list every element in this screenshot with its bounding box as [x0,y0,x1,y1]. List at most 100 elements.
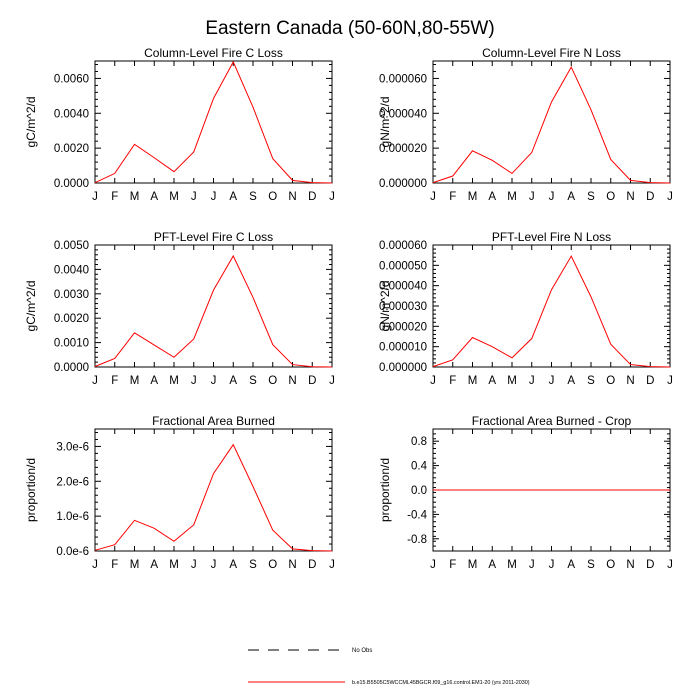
x-tick-label: O [606,375,615,387]
series-line [94,443,333,552]
x-tick-label: A [488,375,496,387]
x-tick-label: A [567,375,575,387]
panel-title: Fractional Area Burned - Crop [472,414,632,428]
y-tick-label: 0.0040 [54,264,89,276]
x-tick-label: J [191,559,197,571]
x-tick-label: J [549,559,555,571]
x-tick-label: J [191,375,197,387]
x-tick-label: J [329,375,335,387]
x-tick-label: M [468,559,478,571]
y-tick-label: 0.000020 [379,143,427,155]
x-tick-label: M [169,375,179,387]
y-tick-label: 0.0040 [54,108,89,120]
x-tick-label: F [449,191,456,203]
plot-frame [94,244,333,368]
series-line [432,66,671,184]
y-tick-label: 0.000000 [379,178,427,190]
panel-title: PFT-Level Fire N Loss [492,230,611,244]
y-tick-label: -0.4 [407,509,427,521]
x-tick-label: F [111,191,118,203]
x-tick-label: M [169,559,179,571]
y-tick-label: 0.4 [411,461,428,473]
y-tick-label: 0.000020 [379,321,427,333]
x-tick-label: F [449,559,456,571]
y-axis-label: gN/m^2/d [378,97,392,148]
x-tick-label: J [430,559,436,571]
x-tick-label: M [507,191,517,203]
x-tick-label: J [529,191,535,203]
x-tick-label: A [150,375,158,387]
x-tick-label: J [329,191,335,203]
x-tick-label: N [626,375,634,387]
y-tick-label: 0.8 [411,436,427,448]
x-tick-label: M [507,559,517,571]
y-tick-label: 0.000000 [379,362,427,374]
y-tick-label: 0.0010 [54,338,89,350]
x-tick-label: D [308,375,316,387]
x-tick-label: A [150,559,158,571]
x-tick-label: J [191,191,197,203]
x-tick-label: J [667,559,673,571]
x-tick-label: N [626,191,634,203]
y-tick-label: 0.0020 [54,313,89,325]
series-line [94,254,333,368]
figure-title: Eastern Canada (50-60N,80-55W) [205,18,494,39]
y-tick-label: 0.0000 [54,178,89,190]
x-tick-label: J [92,191,98,203]
x-tick-label: M [468,191,478,203]
plot-frame [432,244,671,368]
y-tick-label: 0.0020 [54,143,89,155]
x-tick-label: N [288,375,296,387]
plot-frame [94,428,333,552]
x-tick-label: O [268,191,277,203]
y-tick-label: 0.000040 [379,108,427,120]
x-tick-label: J [549,191,555,203]
y-tick-label: 3.0e-6 [56,441,89,453]
x-tick-label: J [92,559,98,571]
x-tick-label: J [211,559,217,571]
x-tick-label: O [606,191,615,203]
y-axis-label: proportion/d [24,458,38,522]
x-tick-label: J [667,375,673,387]
x-tick-label: O [268,375,277,387]
x-tick-label: O [606,559,615,571]
x-tick-label: S [587,559,595,571]
x-tick-label: M [468,375,478,387]
y-tick-label: 0.0050 [54,240,89,252]
plot-frame [432,60,671,184]
series-line [432,255,671,368]
panel-title: Column-Level Fire N Loss [482,46,621,60]
x-tick-label: M [130,375,140,387]
y-axis-label: gC/m^2/d [24,97,38,148]
x-tick-label: A [150,191,158,203]
y-tick-label: 0.000040 [379,281,427,293]
x-tick-label: J [211,375,217,387]
x-tick-label: S [249,191,257,203]
y-tick-label: 0.000010 [379,342,427,354]
x-tick-label: S [249,375,257,387]
x-tick-label: F [449,375,456,387]
y-axis-label: gN/m^2/d [378,281,392,332]
y-tick-label: 0.0030 [54,289,89,301]
x-tick-label: M [507,375,517,387]
x-tick-label: J [667,191,673,203]
x-tick-label: J [549,375,555,387]
x-tick-label: M [169,191,179,203]
x-tick-label: A [229,191,237,203]
x-tick-label: A [488,191,496,203]
y-tick-label: 0.0000 [54,362,89,374]
panel-title: Column-Level Fire C Loss [144,46,283,60]
legend-label-no-obs: No Obs [352,648,372,654]
x-tick-label: N [288,559,296,571]
x-tick-label: M [130,559,140,571]
x-tick-label: J [430,191,436,203]
y-tick-label: -0.8 [407,534,427,546]
series-line [94,60,333,184]
y-tick-label: 0.000060 [379,73,427,85]
panel-title: PFT-Level Fire C Loss [154,230,273,244]
